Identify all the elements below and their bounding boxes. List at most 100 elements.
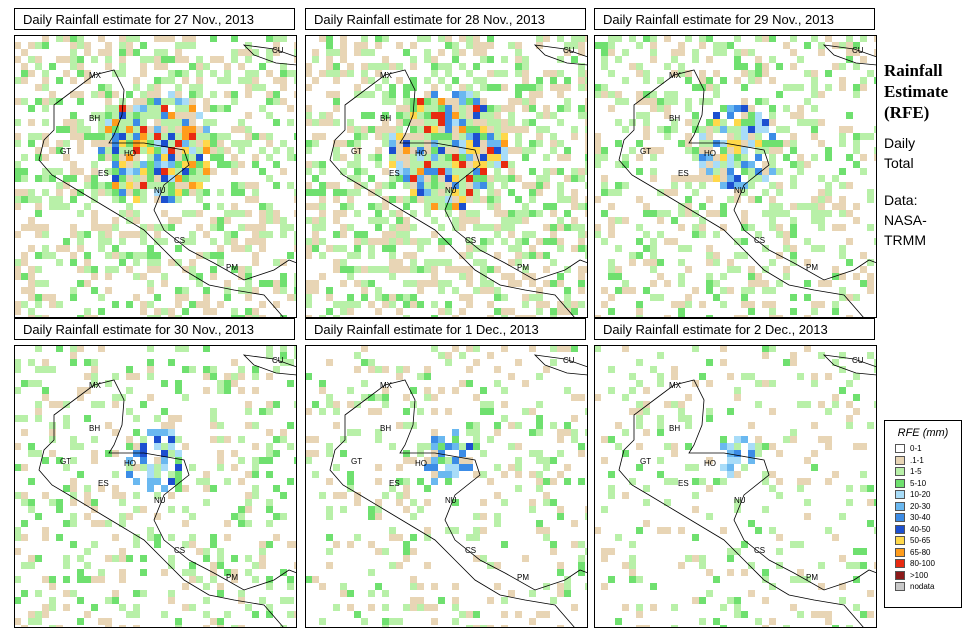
cuba-outline <box>533 44 588 66</box>
legend-label: nodata <box>910 582 935 592</box>
legend-label: >100 <box>910 570 929 580</box>
coastline <box>38 69 297 318</box>
legend-label: 20-30 <box>910 501 931 511</box>
country-label: MX <box>669 381 682 390</box>
country-label: MX <box>89 71 102 80</box>
country-label: ES <box>389 169 400 178</box>
country-label: CU <box>563 356 575 365</box>
cuba-outline <box>242 354 297 376</box>
country-label: NU <box>445 496 457 505</box>
legend-item: 0-1 <box>885 443 961 455</box>
country-label: HO <box>124 149 136 158</box>
panel-title: Daily Rainfall estimate for 30 Nov., 201… <box>14 318 295 340</box>
country-label: CU <box>272 356 284 365</box>
country-label: MX <box>380 71 393 80</box>
country-label: NU <box>734 496 746 505</box>
legend-item: 20-30 <box>885 501 961 513</box>
period-text: Daily Total <box>884 133 915 173</box>
country-label: BH <box>380 424 391 433</box>
country-label: BH <box>380 114 391 123</box>
legend-item: 10-20 <box>885 489 961 501</box>
country-label: MX <box>669 71 682 80</box>
legend-label: 10-20 <box>910 490 931 500</box>
rainfall-map-panel: Daily Rainfall estimate for 2 Dec., 2013… <box>594 318 877 628</box>
rainfall-map: CU MX BH GT HO ES NU CS PM <box>305 345 588 628</box>
cuba-outline <box>822 354 877 376</box>
legend-item: >100 <box>885 570 961 582</box>
rainfall-map: CU MX BH GT HO ES NU CS PM <box>594 35 877 318</box>
legend-label: 50-65 <box>910 536 931 546</box>
legend-label: 30-40 <box>910 513 931 523</box>
legend-item: 80-100 <box>885 558 961 570</box>
country-label: PM <box>517 263 529 272</box>
country-label: GT <box>60 147 71 156</box>
legend-label: 5-10 <box>910 478 927 488</box>
panel-title: Daily Rainfall estimate for 2 Dec., 2013 <box>594 318 875 340</box>
legend-label: 0-1 <box>910 444 922 454</box>
legend-item: 1-5 <box>885 466 961 478</box>
country-label: NU <box>154 186 166 195</box>
title-line-1: Rainfall <box>884 61 943 80</box>
country-label: BH <box>89 114 100 123</box>
country-label: ES <box>678 479 689 488</box>
country-label: CU <box>852 356 864 365</box>
country-label: CU <box>563 46 575 55</box>
country-label: HO <box>415 459 427 468</box>
legend-item: nodata <box>885 581 961 593</box>
cuba-outline <box>242 44 297 66</box>
country-label: HO <box>415 149 427 158</box>
coastline <box>38 379 297 628</box>
country-label: GT <box>351 457 362 466</box>
country-label: MX <box>89 381 102 390</box>
panel-title: Daily Rainfall estimate for 29 Nov., 201… <box>594 8 875 30</box>
legend-item: 50-65 <box>885 535 961 547</box>
legend-item: 5-10 <box>885 478 961 490</box>
country-label: HO <box>704 149 716 158</box>
title-line-3: (RFE) <box>884 103 930 122</box>
country-label: BH <box>669 114 680 123</box>
country-label: CU <box>272 46 284 55</box>
source-line-3: TRMM <box>884 232 926 248</box>
legend-item: 65-80 <box>885 547 961 559</box>
legend-item: 30-40 <box>885 512 961 524</box>
legend-label: 80-100 <box>910 559 935 569</box>
country-label: BH <box>669 424 680 433</box>
legend-label: 40-50 <box>910 524 931 534</box>
coastline <box>329 69 588 318</box>
legend-swatch <box>895 467 905 477</box>
country-label: PM <box>517 573 529 582</box>
rainfall-map: CU MX BH GT HO ES NU CS PM <box>14 35 297 318</box>
rainfall-map-panel: Daily Rainfall estimate for 29 Nov., 201… <box>594 8 877 318</box>
cuba-outline <box>822 44 877 66</box>
panel-title: Daily Rainfall estimate for 1 Dec., 2013 <box>305 318 586 340</box>
coastline <box>329 379 588 628</box>
country-label: ES <box>678 169 689 178</box>
legend-swatch <box>895 501 905 511</box>
rainfall-map-panel: Daily Rainfall estimate for 1 Dec., 2013… <box>305 318 588 628</box>
title-line-2: Estimate <box>884 82 949 101</box>
legend-swatch <box>895 547 905 557</box>
country-label: MX <box>380 381 393 390</box>
legend-heading: RFE (mm) <box>897 427 949 439</box>
country-label: ES <box>389 479 400 488</box>
legend-swatch <box>895 559 905 569</box>
color-legend: RFE (mm) 0-1.1-1 1-5 5-10 10-20 20-30 30-40 40… <box>884 420 962 608</box>
legend-title-block: Rainfall Estimate (RFE) <box>884 60 948 123</box>
legend-swatch <box>895 490 905 500</box>
rainfall-map-panel: Daily Rainfall estimate for 28 Nov., 201… <box>305 8 588 318</box>
legend-swatch <box>895 444 905 454</box>
rainfall-map: CU MX BH GT HO ES NU CS PM <box>594 345 877 628</box>
rainfall-map-panel: Daily Rainfall estimate for 27 Nov., 201… <box>14 8 297 318</box>
legend-swatch <box>895 582 905 592</box>
coastline <box>618 69 877 318</box>
legend-swatch <box>895 478 905 488</box>
country-label: NU <box>734 186 746 195</box>
country-label: GT <box>640 147 651 156</box>
source-line-2: NASA- <box>884 212 927 228</box>
country-label: PM <box>806 263 818 272</box>
legend-label: 65-80 <box>910 547 931 557</box>
country-label: BH <box>89 424 100 433</box>
legend-swatch <box>895 513 905 523</box>
panel-title: Daily Rainfall estimate for 28 Nov., 201… <box>305 8 586 30</box>
legend-label: .1-1 <box>910 455 924 465</box>
